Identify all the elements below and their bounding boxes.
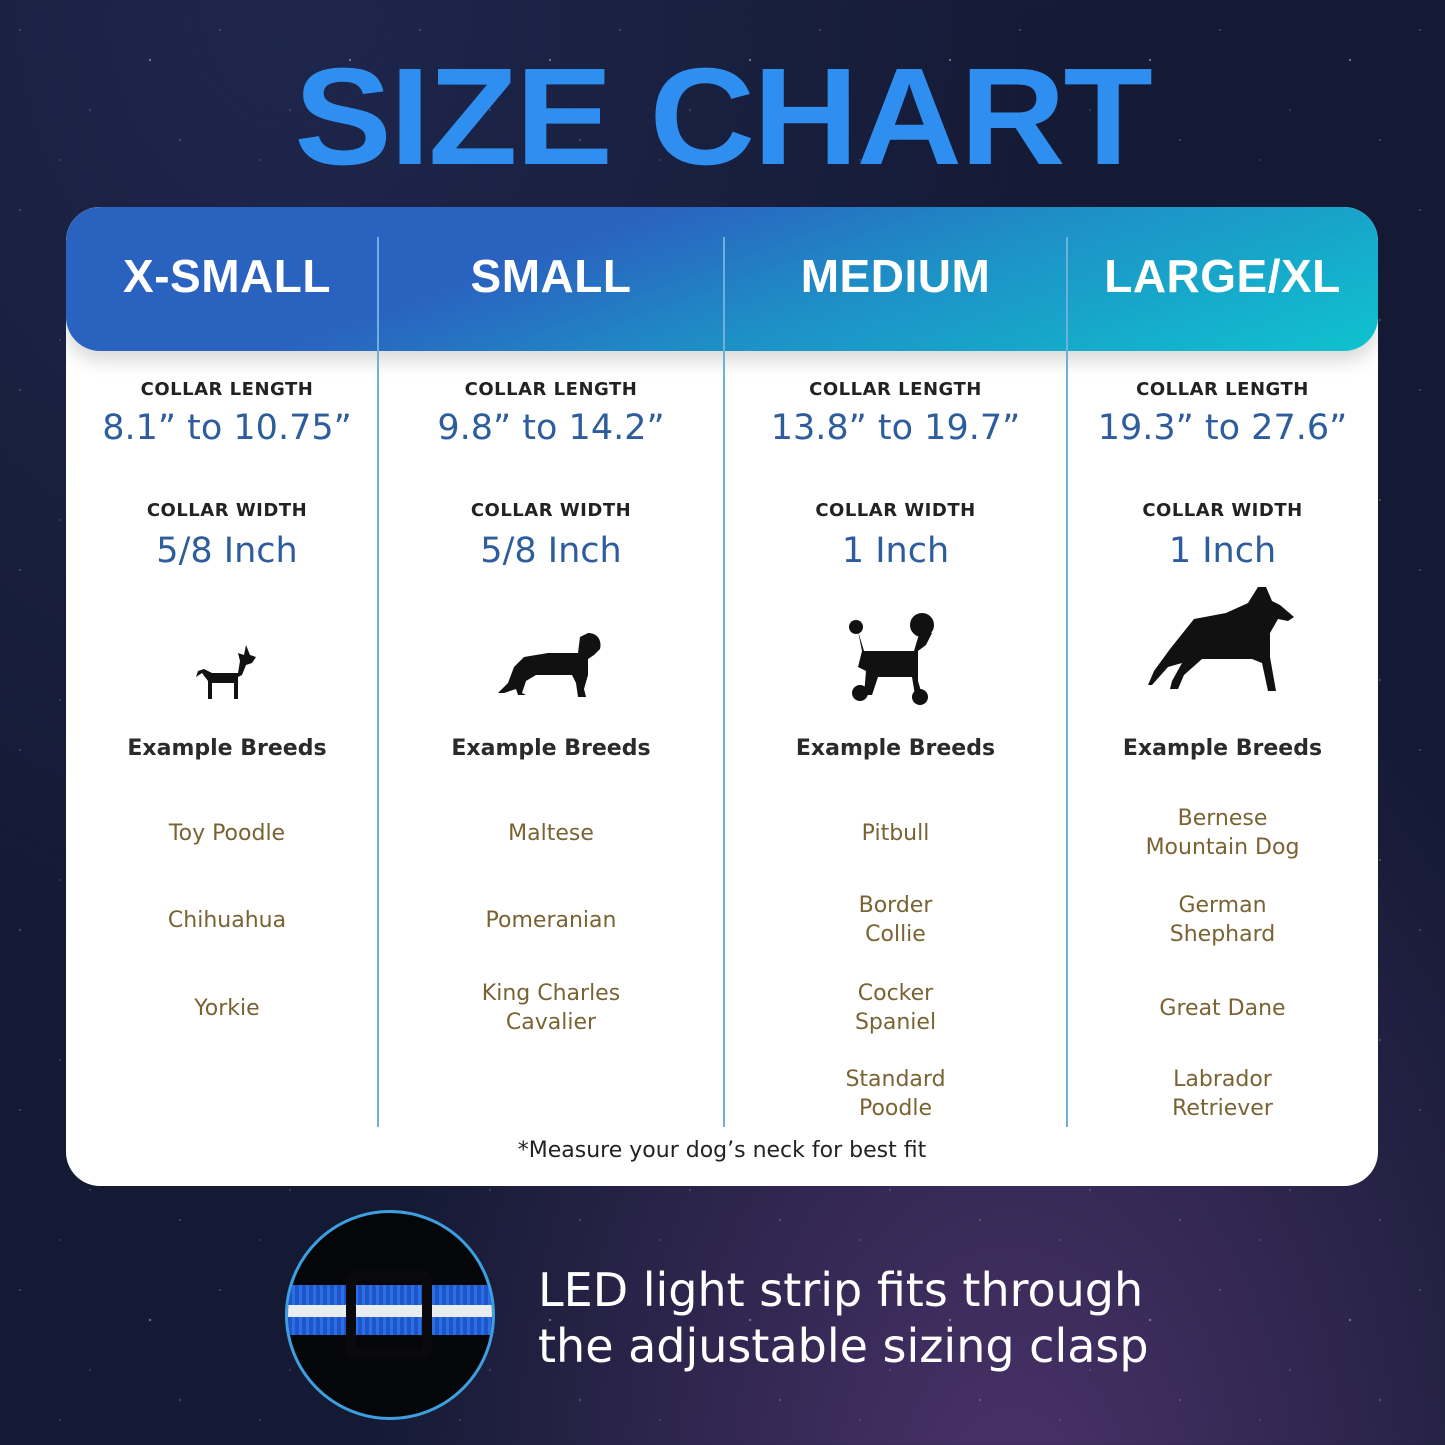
- fit-note: *Measure your dog’s neck for best fit: [517, 1138, 927, 1163]
- chihuahua-silhouette-icon: [196, 645, 256, 699]
- breed-list: Toy Poodle Chihuahua Yorkie: [66, 790, 388, 1136]
- column-divider: [723, 237, 725, 1127]
- breed-item: Pomeranian: [485, 907, 617, 933]
- collar-width-label: COLLAR WIDTH: [146, 500, 308, 521]
- size-header-bar: [66, 207, 1378, 351]
- collar-length-value: 13.8” to 19.7”: [770, 408, 1021, 448]
- breed-item: Cocker Spaniel: [854, 981, 937, 1035]
- example-breeds-heading: Example Breeds: [795, 736, 996, 761]
- breed-item: Bernese Mountain Dog: [1145, 806, 1300, 860]
- collar-length-label: COLLAR LENGTH: [809, 379, 982, 400]
- breed-item: Border Collie: [858, 893, 933, 947]
- size-label: SMALL: [470, 250, 632, 302]
- collar-length-value: 8.1” to 10.75”: [102, 408, 352, 448]
- breed-item: Pitbull: [861, 820, 930, 846]
- collar-width-label: COLLAR WIDTH: [470, 500, 632, 521]
- cavalier-silhouette-icon: [498, 633, 601, 697]
- breed-item: Maltese: [508, 820, 594, 846]
- collar-width-value: 5/8 Inch: [156, 531, 298, 571]
- size-label: MEDIUM: [800, 250, 991, 302]
- collar-width-value: 1 Inch: [1168, 531, 1277, 571]
- collar-length-label: COLLAR LENGTH: [464, 379, 638, 400]
- size-label: LARGE/XL: [1104, 250, 1341, 302]
- breed-item: King Charles Cavalier: [481, 981, 621, 1035]
- collar-clasp-photo: [285, 1210, 495, 1420]
- column-divider: [1066, 237, 1068, 1127]
- collar-length-value: 9.8” to 14.2”: [437, 408, 665, 448]
- page-title: SIZE CHART: [294, 40, 1153, 194]
- breed-item: Great Dane: [1159, 995, 1286, 1021]
- led-strap: [288, 1285, 492, 1335]
- breed-item: Labrador Retriever: [1172, 1067, 1273, 1121]
- led-caption: LED light strip fits through the adjusta…: [538, 1263, 1149, 1373]
- breed-item: Standard Poodle: [845, 1067, 946, 1121]
- collar-length-label: COLLAR LENGTH: [140, 379, 314, 400]
- collar-width-label: COLLAR WIDTH: [1142, 500, 1303, 521]
- collar-width-value: 1 Inch: [841, 531, 950, 571]
- column-divider: [377, 237, 379, 1127]
- breed-item: Toy Poodle: [168, 820, 286, 846]
- collar-length-value: 19.3” to 27.6”: [1097, 408, 1348, 448]
- size-column-x-small: X-SMALL COLLAR LENGTH 8.1” to 10.75” COL…: [66, 207, 388, 1186]
- size-column-small: SMALL COLLAR LENGTH 9.8” to 14.2” COLLAR…: [378, 207, 724, 1186]
- example-breeds-heading: Example Breeds: [127, 736, 327, 761]
- example-breeds-heading: Example Breeds: [451, 736, 651, 761]
- size-column-large-xl: LARGE/XL COLLAR LENGTH 19.3” to 27.6” CO…: [1067, 207, 1378, 1186]
- size-column-medium: MEDIUM COLLAR LENGTH 13.8” to 19.7” COLL…: [724, 207, 1067, 1186]
- size-chart-card: X-SMALL COLLAR LENGTH 8.1” to 10.75” COL…: [66, 207, 1378, 1186]
- poodle-silhouette-icon: [848, 613, 934, 705]
- breed-item: German Shephard: [1169, 893, 1276, 947]
- german-shepherd-silhouette-icon: [1147, 587, 1294, 691]
- example-breeds-heading: Example Breeds: [1122, 736, 1323, 761]
- collar-width-label: COLLAR WIDTH: [815, 500, 976, 521]
- breed-list: Pitbull Border Collie Cocker Spaniel Sta…: [724, 790, 1067, 1136]
- breed-list: Maltese Pomeranian King Charles Cavalier: [378, 790, 724, 1136]
- sizing-clasp: [346, 1271, 432, 1359]
- size-label: X-SMALL: [123, 250, 331, 302]
- collar-length-label: COLLAR LENGTH: [1136, 379, 1309, 400]
- breed-item: Yorkie: [194, 995, 260, 1021]
- collar-width-value: 5/8 Inch: [480, 531, 622, 571]
- breed-item: Chihuahua: [167, 907, 287, 933]
- breed-list: Bernese Mountain Dog German Shephard Gre…: [1067, 790, 1378, 1136]
